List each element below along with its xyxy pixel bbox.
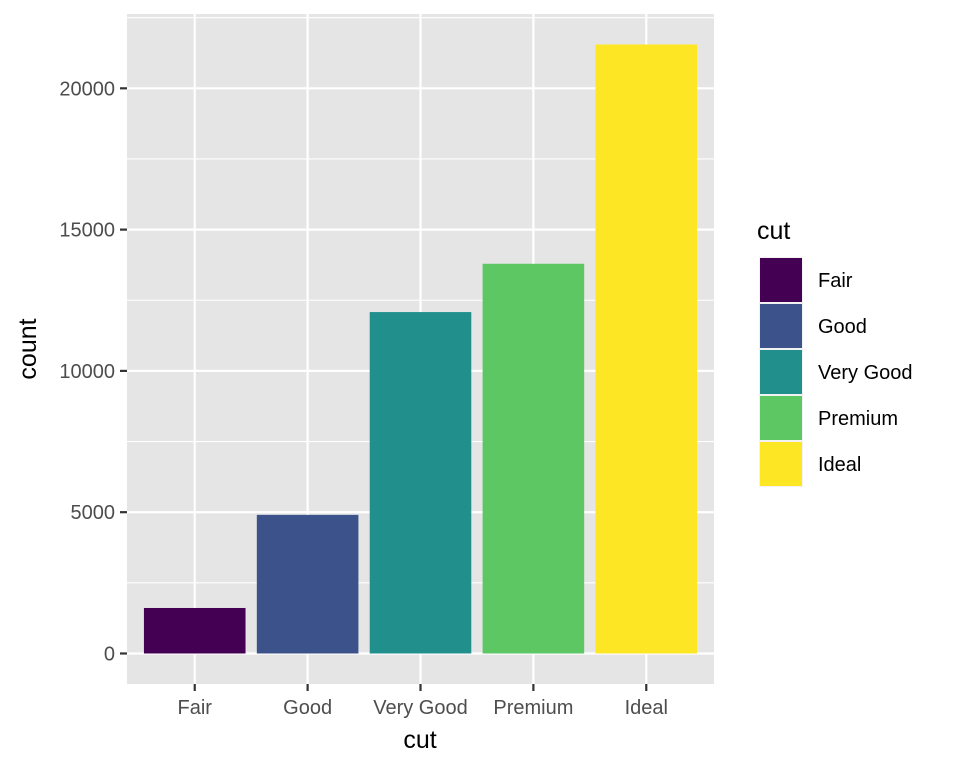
bars xyxy=(143,44,698,654)
x-tick-label: Ideal xyxy=(625,697,668,719)
legend-key-swatch xyxy=(760,442,802,486)
legend-label: Fair xyxy=(818,270,853,292)
bar-premium xyxy=(482,263,585,654)
y-tick-label: 15000 xyxy=(59,220,115,242)
x-tick-label: Premium xyxy=(493,697,573,719)
y-tick-label: 0 xyxy=(104,643,115,665)
legend-key-swatch xyxy=(760,350,802,394)
legend-key-swatch xyxy=(760,396,802,440)
bar-good xyxy=(256,514,359,654)
x-tick-label: Good xyxy=(283,697,332,719)
x-axis-title: cut xyxy=(403,726,436,754)
legend-key-swatch xyxy=(760,304,802,348)
legend-label: Ideal xyxy=(818,454,861,476)
bar-ideal xyxy=(595,44,698,654)
legend-key-swatch xyxy=(760,258,802,302)
legend: cut Fair Good Very Good Premium Ideal xyxy=(757,217,913,487)
y-axis-title: count xyxy=(14,318,42,379)
legend-label: Premium xyxy=(818,408,898,430)
bar-fair xyxy=(143,607,246,654)
y-tick-label: 5000 xyxy=(71,502,116,524)
bar-very-good xyxy=(369,312,472,654)
x-tick-label: Fair xyxy=(178,697,213,719)
x-axis: Fair Good Very Good Premium Ideal xyxy=(178,684,668,719)
legend-label: Very Good xyxy=(818,362,913,384)
x-tick-label: Very Good xyxy=(373,697,468,719)
y-tick-label: 10000 xyxy=(59,361,115,383)
y-tick-label: 20000 xyxy=(59,78,115,100)
legend-title: cut xyxy=(757,217,790,245)
legend-label: Good xyxy=(818,316,867,338)
y-axis: 0 5000 10000 15000 20000 xyxy=(59,78,127,665)
